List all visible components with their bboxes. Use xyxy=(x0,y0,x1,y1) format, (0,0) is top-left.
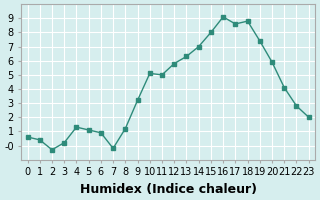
X-axis label: Humidex (Indice chaleur): Humidex (Indice chaleur) xyxy=(80,183,257,196)
